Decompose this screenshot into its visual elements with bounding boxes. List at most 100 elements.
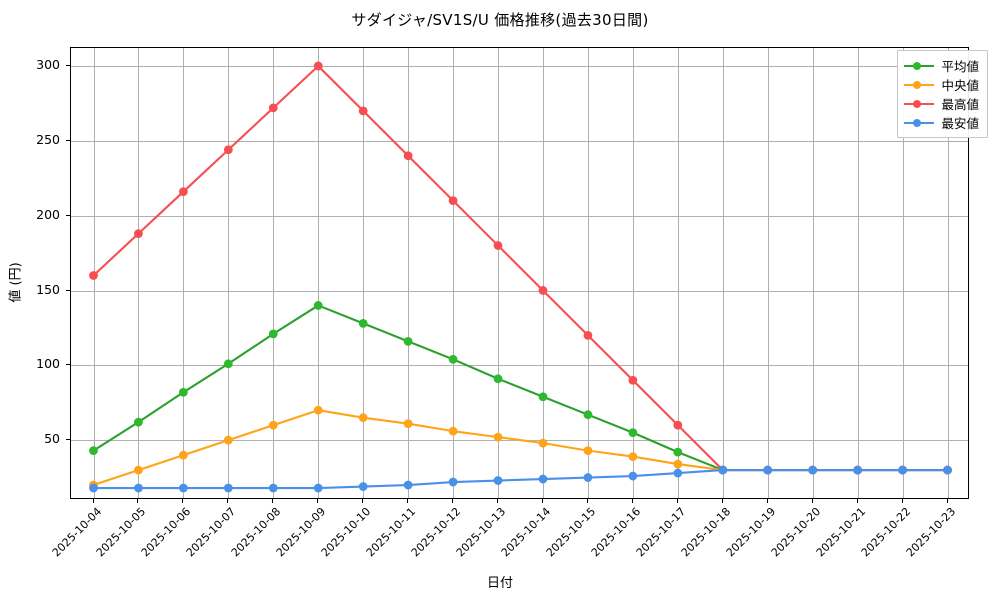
series-中央値: [89, 405, 952, 490]
x-tick-mark: [946, 499, 948, 503]
x-tick-mark: [586, 499, 588, 503]
data-point-marker: [268, 329, 278, 339]
data-point-marker: [448, 426, 458, 436]
data-point-marker: [493, 476, 503, 485]
y-tick-mark: [66, 214, 70, 216]
y-tick-label: 150: [36, 281, 60, 297]
data-point-marker: [223, 145, 233, 155]
data-point-marker: [403, 480, 413, 490]
series-line: [92, 469, 949, 490]
legend-item-中央値[interactable]: 中央値: [904, 75, 979, 94]
data-point-marker: [268, 483, 278, 493]
series-最高値: [89, 61, 952, 475]
grid-line-vertical: [408, 48, 410, 498]
data-point-marker: [178, 450, 188, 460]
grid-line-vertical: [722, 48, 724, 498]
plot-area: [70, 47, 969, 499]
data-point-marker: [403, 419, 413, 429]
data-point-marker: [808, 465, 818, 475]
series-line: [92, 64, 949, 472]
data-point-marker: [178, 483, 188, 493]
grid-line-vertical: [363, 48, 365, 498]
data-point-marker: [673, 459, 683, 469]
data-point-marker: [628, 452, 638, 461]
y-tick-label: 200: [36, 206, 60, 222]
data-point-marker: [943, 465, 952, 475]
legend-label: 中央値: [941, 78, 979, 93]
grid-line-vertical: [228, 48, 230, 498]
grid-line-vertical: [183, 48, 185, 498]
data-point-marker: [268, 420, 278, 430]
x-tick-mark: [766, 499, 768, 503]
data-point-marker: [223, 435, 233, 445]
data-point-marker: [898, 465, 907, 475]
x-tick-mark: [856, 499, 858, 503]
x-tick-mark: [676, 499, 678, 503]
data-lines: [71, 48, 968, 498]
legend-item-最高値[interactable]: 最高値: [904, 94, 979, 113]
data-point-marker: [178, 387, 188, 397]
data-point-marker: [358, 318, 368, 328]
data-point-marker: [89, 483, 98, 493]
y-tick-label: 100: [36, 356, 60, 372]
data-point-marker: [89, 446, 98, 456]
chart-legend: 平均値中央値 最高値最安値: [897, 50, 988, 138]
data-point-marker: [313, 301, 323, 310]
legend-label: 最安値: [941, 116, 979, 131]
x-tick-mark: [407, 499, 409, 503]
y-tick-mark: [66, 289, 70, 291]
legend-item-平均値[interactable]: 平均値: [904, 56, 979, 75]
legend-marker-dot: [913, 99, 922, 108]
data-point-marker: [628, 428, 638, 438]
data-point-marker: [403, 151, 413, 161]
data-point-marker: [538, 438, 548, 448]
y-tick-mark: [66, 139, 70, 141]
data-point-marker: [223, 483, 233, 493]
grid-line-vertical: [138, 48, 140, 498]
x-tick-mark: [542, 499, 544, 503]
data-point-marker: [853, 465, 863, 475]
y-tick-mark: [66, 65, 70, 67]
x-tick-mark: [452, 499, 454, 503]
data-point-marker: [583, 410, 593, 420]
data-point-marker: [493, 374, 503, 384]
data-point-marker: [134, 465, 143, 475]
data-point-marker: [673, 468, 683, 478]
data-point-marker: [358, 482, 368, 491]
x-tick-mark: [631, 499, 633, 503]
legend-marker-dot: [913, 61, 922, 70]
grid-line-vertical: [947, 48, 949, 498]
legend-item-最安値[interactable]: 最安値: [904, 113, 979, 132]
grid-line-vertical: [767, 48, 769, 498]
data-point-marker: [268, 103, 278, 113]
data-point-marker: [673, 420, 683, 430]
data-point-marker: [628, 375, 638, 385]
data-point-marker: [403, 336, 413, 346]
series-line: [92, 304, 949, 472]
grid-line-horizontal: [71, 290, 968, 292]
x-tick-mark: [721, 499, 723, 503]
data-point-marker: [538, 392, 548, 402]
data-point-marker: [448, 477, 458, 487]
data-point-marker: [134, 417, 143, 427]
data-point-marker: [313, 483, 323, 493]
grid-line-vertical: [273, 48, 275, 498]
grid-line-vertical: [812, 48, 814, 498]
x-tick-mark: [182, 499, 184, 503]
grid-line-horizontal: [71, 215, 968, 217]
data-point-marker: [718, 465, 728, 475]
grid-line-vertical: [902, 48, 904, 498]
x-tick-mark: [92, 499, 94, 503]
x-tick-mark: [137, 499, 139, 503]
grid-line-vertical: [498, 48, 499, 498]
x-tick-mark: [272, 499, 274, 503]
grid-line-vertical: [677, 48, 679, 498]
x-tick-mark: [901, 499, 903, 503]
chart-title: サダイジャ/SV1S/U 価格推移(過去30日間): [351, 11, 649, 29]
grid-line-horizontal: [71, 365, 968, 367]
grid-line-horizontal: [71, 140, 968, 142]
data-point-marker: [673, 447, 683, 457]
data-point-marker: [583, 330, 593, 340]
data-point-marker: [134, 483, 143, 493]
